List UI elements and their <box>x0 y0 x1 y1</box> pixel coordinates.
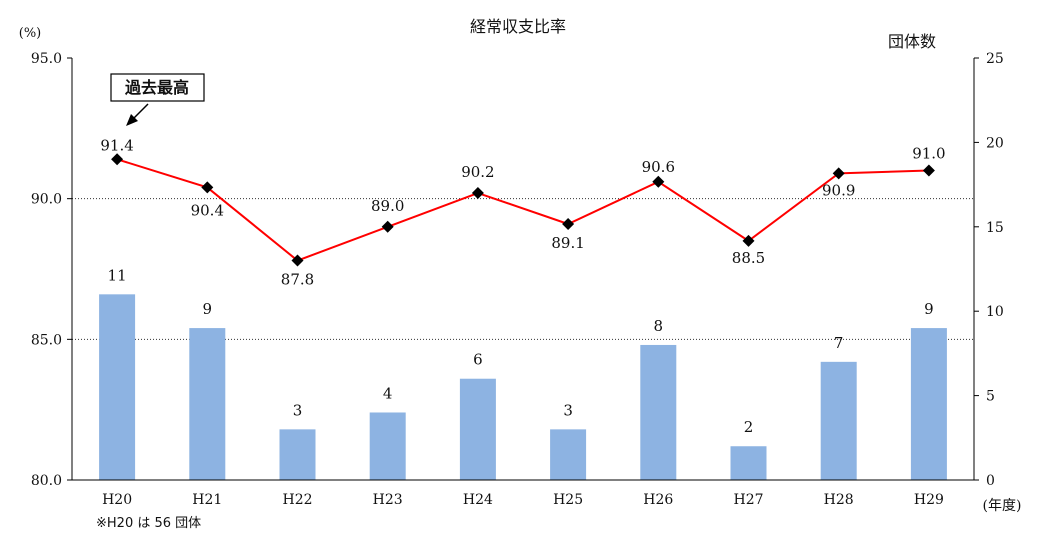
x-tick-label: H24 <box>463 492 493 508</box>
right-tick-label: 5 <box>986 389 995 405</box>
line-data-label: 87.8 <box>281 271 314 289</box>
right-tick-label: 10 <box>986 304 1004 320</box>
line-series <box>116 158 929 262</box>
left-axis-label: (%) <box>19 26 42 41</box>
right-tick-label: 25 <box>986 51 1004 67</box>
line-data-label: 90.6 <box>642 158 675 176</box>
x-tick-label: H29 <box>914 492 944 508</box>
left-tick-label: 95.0 <box>31 51 62 67</box>
line-data-label: 90.9 <box>822 181 855 199</box>
x-tick-label: H28 <box>824 492 854 508</box>
line-point <box>742 234 755 247</box>
bar <box>279 429 316 480</box>
left-tick-label: 90.0 <box>31 192 62 208</box>
right-axis-label: 団体数 <box>888 32 936 51</box>
line-point <box>201 181 214 194</box>
line-data-label: 89.1 <box>551 234 584 252</box>
bar-data-label: 11 <box>108 266 127 284</box>
x-tick-label: H23 <box>373 492 403 508</box>
line-point <box>652 175 665 188</box>
line-data-label: 91.4 <box>100 136 133 154</box>
x-tick-label: H22 <box>282 492 312 508</box>
bar <box>550 429 587 480</box>
x-tick-label: H21 <box>192 492 222 508</box>
bar <box>369 412 406 480</box>
line-data-label: 89.0 <box>371 197 404 215</box>
line-point <box>381 220 394 233</box>
bar-data-label: 8 <box>654 317 664 335</box>
line-point <box>562 217 575 230</box>
left-tick-label: 85.0 <box>31 332 62 348</box>
bar <box>99 294 136 480</box>
footnote: ※H20 は 56 団体 <box>96 516 201 531</box>
chart-title: 経常収支比率 <box>470 17 566 36</box>
x-tick-label: H26 <box>643 492 673 508</box>
bar-data-label: 4 <box>383 384 393 402</box>
x-unit-label: (年度) <box>983 498 1022 514</box>
bar <box>910 328 947 480</box>
bar-data-label: 2 <box>744 418 754 436</box>
left-tick-label: 80.0 <box>31 473 62 489</box>
right-tick-label: 20 <box>986 135 1004 151</box>
bar <box>459 378 496 480</box>
x-tick-label: H27 <box>733 492 763 508</box>
bar <box>730 446 767 480</box>
bar-data-label: 6 <box>473 351 483 369</box>
line-point <box>922 164 935 177</box>
line-data-label: 90.4 <box>191 201 224 219</box>
bar-data-label: 3 <box>563 401 573 419</box>
annotation-arrowhead <box>126 114 138 126</box>
x-tick-label: H20 <box>102 492 132 508</box>
line-data-label: 88.5 <box>732 249 765 267</box>
line-point <box>471 187 484 200</box>
right-tick-label: 15 <box>986 220 1004 236</box>
right-tick-label: 0 <box>986 473 995 489</box>
bar <box>640 344 677 480</box>
line-point <box>111 153 124 166</box>
bar <box>189 328 226 480</box>
bar-data-label: 7 <box>834 334 844 352</box>
line-data-label: 90.2 <box>461 163 494 181</box>
line-point <box>832 167 845 180</box>
bar-data-label: 3 <box>293 401 303 419</box>
plot-area: 11 9 3 4 6 3 8 2 7 9 80.0 85.0 90.0 95.0 0 5 10 15 20 25 H20… <box>31 51 1004 508</box>
line-data-label: 91.0 <box>912 145 945 163</box>
annotation-box <box>110 73 205 102</box>
line-point <box>291 254 304 267</box>
bar <box>820 361 857 480</box>
bar-data-label: 9 <box>924 300 934 318</box>
annotation-text: 過去最高 <box>124 78 189 97</box>
x-tick-label: H25 <box>553 492 583 508</box>
bar-data-label: 9 <box>203 300 213 318</box>
